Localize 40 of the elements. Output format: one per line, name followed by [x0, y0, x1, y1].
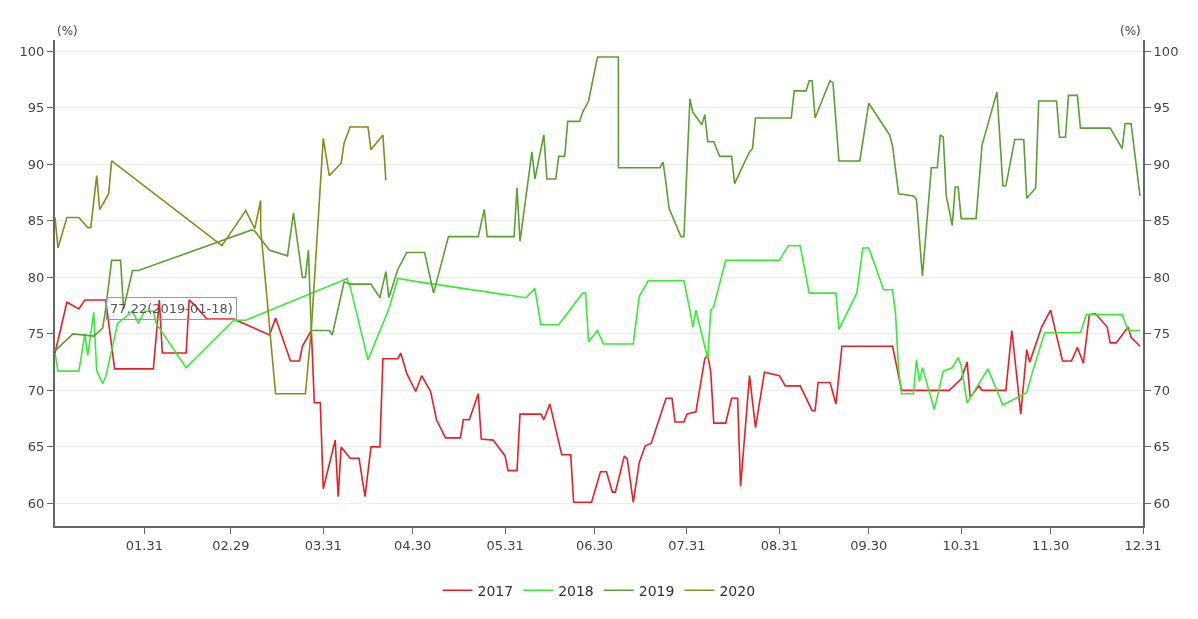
x-tick-label: 11.30 — [1031, 537, 1070, 553]
x-tick-label: 06.30 — [575, 537, 614, 553]
legend-label: 2018 — [558, 582, 594, 599]
y-tick-label: 85 — [27, 213, 45, 229]
y-tick-label: 75 — [27, 326, 45, 342]
x-tick-label: 12.31 — [1124, 537, 1162, 553]
y-tick-label: 80 — [27, 269, 45, 285]
y-axis-title: (%) — [57, 24, 78, 38]
y2-tick-label: 65 — [1153, 439, 1171, 455]
x-tick-label: 02.29 — [212, 537, 250, 553]
y-tick-label: 95 — [27, 100, 45, 116]
y-tick-label: 65 — [27, 439, 45, 455]
y-tick-label: 70 — [27, 382, 45, 398]
y2-tick-label: 70 — [1153, 382, 1171, 398]
y-tick-label: 60 — [27, 495, 45, 511]
x-tick-label: 09.30 — [850, 537, 888, 553]
y2-tick-label: 60 — [1153, 495, 1171, 511]
x-tick-label: 10.31 — [942, 537, 980, 553]
x-tick-label: 08.31 — [760, 537, 798, 553]
x-tick-label: 04.30 — [394, 537, 432, 553]
line-series — [55, 126, 387, 395]
y2-tick-label: 85 — [1153, 213, 1171, 229]
y2-tick-label: 75 — [1153, 326, 1171, 342]
x-tick-label: 05.31 — [486, 537, 524, 553]
line-series — [55, 56, 1141, 352]
legend-label: 2019 — [638, 582, 675, 599]
x-tick-label: 01.31 — [125, 537, 164, 553]
legend-label: 2020 — [719, 582, 756, 599]
y2-tick-label: 90 — [1153, 156, 1171, 172]
y2-tick-label: 95 — [1153, 100, 1171, 116]
y2-tick-label: 80 — [1153, 269, 1171, 285]
x-tick-label: 03.31 — [304, 537, 342, 553]
line-series — [55, 299, 1141, 504]
y2-axis-title: (%) — [1120, 24, 1141, 38]
y-tick-label: 100 — [19, 43, 45, 59]
line-series — [55, 244, 1141, 411]
y2-tick-label: 100 — [1153, 43, 1179, 59]
legend-label: 2017 — [477, 582, 514, 599]
y-tick-label: 90 — [27, 156, 45, 172]
x-tick-label: 07.31 — [668, 537, 706, 553]
